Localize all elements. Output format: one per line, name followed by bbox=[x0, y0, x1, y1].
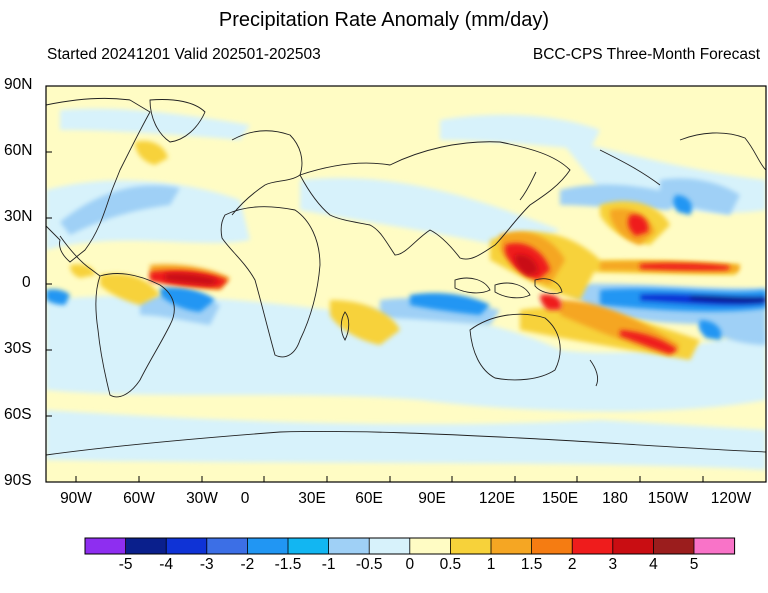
lat-label-90n: 90N bbox=[4, 76, 33, 93]
colorbar-swatch-6 bbox=[288, 538, 329, 554]
lon-label-120w: 120W bbox=[710, 490, 752, 507]
colorbar-label: 5 bbox=[689, 556, 699, 573]
lon-label-0: 0 bbox=[240, 490, 250, 507]
lon-label-30w: 30W bbox=[186, 490, 218, 507]
colorbar-label: -3 bbox=[199, 556, 214, 573]
axis-ticks bbox=[46, 85, 704, 483]
colorbar-label: 1.5 bbox=[520, 556, 543, 573]
lat-label-30n: 30N bbox=[4, 208, 33, 225]
colorbar-swatch-5 bbox=[247, 538, 288, 554]
lon-label-60e: 60E bbox=[355, 490, 383, 507]
lat-label-60s: 60S bbox=[4, 406, 32, 423]
lon-label-60w: 60W bbox=[123, 490, 155, 507]
lon-label-150w: 150W bbox=[647, 490, 689, 507]
forecast-dates: Started 20241201 Valid 202501-202503 bbox=[47, 46, 321, 63]
lat-label-60n: 60N bbox=[4, 142, 33, 159]
colorbar-swatch-8 bbox=[369, 538, 410, 554]
colorbar-label: 0 bbox=[405, 556, 415, 573]
lon-label-30e: 30E bbox=[298, 490, 326, 507]
colorbar bbox=[84, 537, 736, 555]
colorbar-label: 1 bbox=[486, 556, 496, 573]
coastlines bbox=[46, 97, 766, 456]
lon-label-120e: 120E bbox=[478, 490, 516, 507]
colorbar-label: -2 bbox=[240, 556, 255, 573]
anomaly-field bbox=[46, 86, 766, 482]
colorbar-swatch-11 bbox=[491, 538, 532, 554]
colorbar-swatch-2 bbox=[125, 538, 167, 554]
lon-label-180: 180 bbox=[602, 490, 628, 507]
lon-label-150e: 150E bbox=[541, 490, 579, 507]
colorbar-swatch-13 bbox=[572, 538, 613, 554]
colorbar-swatch-14 bbox=[612, 538, 654, 554]
lon-label-90w: 90W bbox=[60, 490, 92, 507]
colorbar-label: 2 bbox=[567, 556, 577, 573]
colorbar-swatch-15 bbox=[653, 538, 694, 554]
colorbar-label: -5 bbox=[118, 556, 133, 573]
colorbar-label: 4 bbox=[649, 556, 658, 573]
colorbar-swatch-9 bbox=[409, 538, 451, 554]
lon-label-90e: 90E bbox=[418, 490, 446, 507]
colorbar-label: -1 bbox=[321, 556, 336, 573]
colorbar-swatch-7 bbox=[328, 538, 370, 554]
colorbar-label: -1.5 bbox=[274, 556, 302, 573]
colorbar-label: 3 bbox=[608, 556, 618, 573]
lat-label-90s: 90S bbox=[4, 472, 32, 489]
lat-label-30s: 30S bbox=[4, 340, 32, 357]
lat-label-equator: 0 bbox=[22, 274, 31, 291]
colorbar-label: -4 bbox=[159, 556, 174, 573]
colorbar-swatch-10 bbox=[450, 538, 491, 554]
colorbar-swatch-1 bbox=[85, 538, 126, 554]
colorbar-swatch-3 bbox=[166, 538, 207, 554]
colorbar-swatch-12 bbox=[531, 538, 573, 554]
colorbar-swatch-16 bbox=[694, 538, 735, 554]
colorbar-label: -0.5 bbox=[355, 556, 383, 573]
colorbar-swatch-4 bbox=[206, 538, 248, 554]
colorbar-label: 0.5 bbox=[439, 556, 462, 573]
chart-title: Precipitation Rate Anomaly (mm/day) bbox=[218, 9, 550, 31]
forecast-source: BCC-CPS Three-Month Forecast bbox=[532, 46, 760, 63]
